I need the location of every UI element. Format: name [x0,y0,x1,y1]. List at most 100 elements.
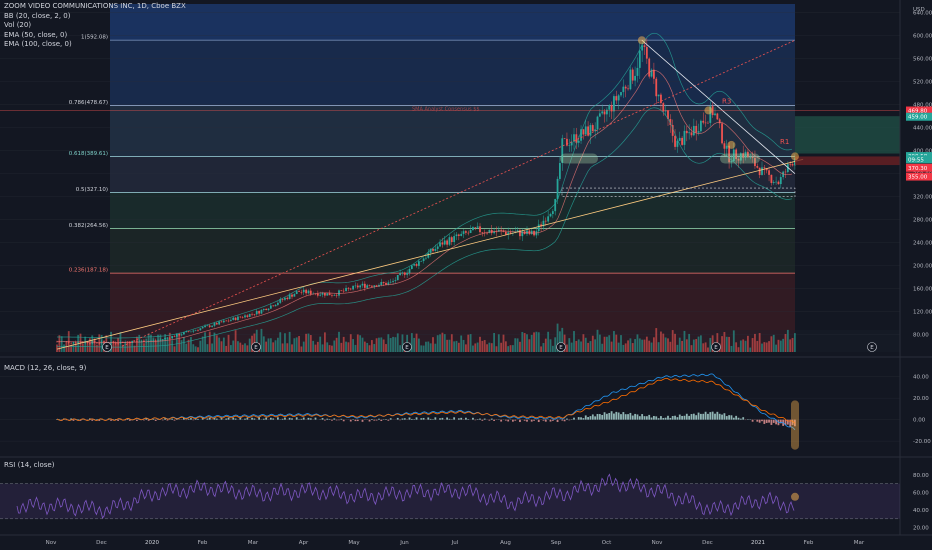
candle-body [786,164,789,173]
volume-bar [415,333,418,352]
macd-histogram-bar [577,417,580,420]
candle-body [568,145,571,147]
candle-body [744,151,747,158]
macd-histogram-bar [718,413,721,420]
macd-histogram-bar [631,415,634,420]
macd-histogram-bar [72,419,75,421]
macd-histogram-bar [342,419,345,422]
volume-bar [328,345,331,352]
volume-bar [613,331,615,352]
volume-bar [166,337,169,352]
candle-body [735,149,738,160]
macd-histogram-bar [335,419,338,421]
macd-histogram-bar [338,419,340,421]
volume-bar [194,346,197,352]
volume-bar [754,333,756,352]
annotation-r3: R3 [722,98,731,106]
candle-body [629,69,632,90]
candle-body [349,288,352,290]
volume-bar [462,339,465,352]
candle-body [521,231,524,237]
time-tick-label: Aug [500,540,511,546]
volume-bar [660,331,662,352]
candle-body [610,105,613,112]
earnings-marker [251,342,261,352]
volume-bar [526,334,528,352]
volume-bar [288,331,291,352]
volume-bar [305,333,307,352]
macd-histogram-bar [544,419,547,422]
volume-bar [326,342,329,352]
candle-body [133,340,136,342]
candle-body [587,126,589,136]
volume-bar [199,340,202,352]
volume-bar [63,344,65,352]
macd-histogram-bar [206,418,209,420]
volume-bar [387,334,390,352]
price-tag [906,172,932,181]
macd-histogram-bar [234,418,237,420]
macd-histogram-bar [340,418,343,420]
candle-body [526,230,528,235]
macd-histogram-bar [589,416,592,420]
volume-bar [556,323,559,352]
candle-body [154,340,157,341]
macd-histogram-bar [284,417,286,420]
volume-bar [291,344,293,352]
price-tag-label: 459.00 [908,115,928,121]
macd-histogram-bar [721,414,723,420]
candle-body [415,264,418,266]
candle-body [305,289,307,294]
macd-histogram-bar [514,419,517,421]
candle-body [559,163,561,179]
candle-body [359,285,362,288]
volume-bar [281,343,284,352]
macd-histogram-bar [446,417,448,420]
candle-body [265,308,268,311]
candle-body [638,50,641,68]
candle-body [789,164,792,165]
time-tick-label: Nov [46,540,57,546]
volume-bar [674,333,676,352]
candle-body [319,294,322,296]
macd-histogram-bar [288,417,291,420]
volume-bar [385,344,387,352]
candle-body [335,295,338,296]
volume-bar [598,334,601,352]
macd-histogram-bar [756,419,759,422]
price-tick-label: 440.00 [913,126,932,132]
volume-bar [359,335,362,352]
macd-histogram-bar [361,419,364,422]
volume-bar [225,345,228,352]
volume-bar [96,344,98,352]
candle-body [262,308,265,310]
macd-tick-label: 20.00 [913,396,929,402]
candle-body [732,149,735,162]
volume-bar [227,334,230,352]
volume-bar [427,341,430,352]
macd-histogram-bar [225,418,228,420]
macd-histogram-bar [448,418,451,420]
macd-histogram-bar [244,418,246,420]
volume-bar [293,338,296,352]
pivot-marker [790,152,799,161]
volume-bar [439,334,441,352]
candle-body [183,332,185,335]
macd-histogram-bar [636,414,639,420]
volume-bar [690,345,693,352]
candle-body [241,317,244,318]
rsi-tick-label: 20.00 [913,526,929,532]
candle-body [551,211,554,214]
macd-histogram-bar [723,413,726,420]
macd-histogram-bar [420,418,423,420]
volume-bar [784,333,787,352]
volume-bar [608,335,611,352]
volume-bar [382,339,385,352]
candle-body [493,231,495,234]
volume-bar [215,335,218,352]
candle-body [601,111,604,114]
volume-bar [241,344,244,352]
volume-bar [239,342,242,352]
pivot-marker [704,106,713,115]
